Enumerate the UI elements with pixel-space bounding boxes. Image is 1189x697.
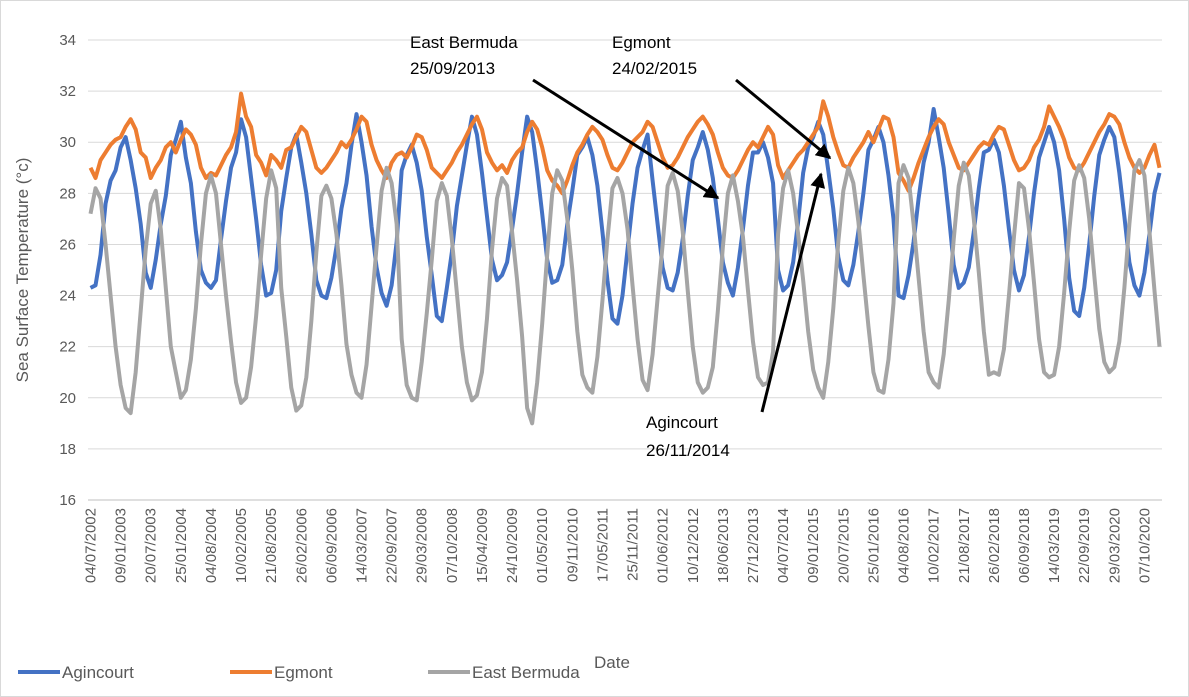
x-tick-label: 09/01/2015	[805, 508, 822, 583]
legend: Agincourt Egmont East Bermuda	[18, 663, 580, 682]
x-tick-label: 21/08/2017	[956, 508, 973, 583]
x-tick-label: 26/02/2006	[293, 508, 310, 583]
series-line	[88, 91, 1162, 196]
x-tick-label: 09/11/2010	[564, 508, 581, 582]
x-tick-label: 15/04/2009	[474, 508, 491, 583]
legend-label: Agincourt	[62, 663, 134, 682]
annotation: Agincourt 26/11/2014	[646, 172, 826, 460]
y-tick-label: 22	[59, 339, 76, 356]
x-tick-label: 27/12/2013	[745, 508, 762, 583]
plot-lines	[88, 91, 1162, 426]
axis-labels: 16 18 20 22 24 26 28 30 32 34 04/07/2002 09/01/2003…	[59, 32, 1153, 583]
x-tick-label: 10/02/2017	[926, 508, 943, 583]
legend-label: Egmont	[274, 663, 333, 682]
x-tick-label: 06/09/2018	[1016, 508, 1033, 583]
x-tick-label: 22/09/2007	[384, 508, 401, 583]
x-tick-label: 17/05/2011	[594, 508, 611, 582]
x-tick-label: 04/08/2016	[896, 508, 913, 583]
series-line	[89, 107, 1162, 326]
x-tick-label: 04/07/2014	[775, 508, 792, 583]
annotation-text: Agincourt	[646, 413, 718, 432]
annotation-text: 26/11/2014	[646, 441, 730, 460]
y-tick-label: 24	[59, 288, 76, 305]
x-tick-label: 22/09/2019	[1076, 508, 1093, 583]
annotation: Egmont 24/02/2015	[612, 33, 832, 160]
y-tick-label: 26	[59, 236, 76, 253]
x-tick-label: 29/03/2008	[414, 508, 431, 583]
annotation-text: 24/02/2015	[612, 59, 697, 78]
annotation-text: 25/09/2013	[410, 59, 495, 78]
y-tick-label: 32	[59, 83, 76, 100]
x-tick-label: 29/03/2020	[1106, 508, 1123, 583]
x-tick-label: 18/06/2013	[715, 508, 732, 583]
x-tick-label: 14/03/2007	[354, 508, 371, 583]
y-tick-label: 20	[59, 390, 76, 407]
annotation-arrow	[735, 78, 832, 160]
x-tick-label: 21/08/2005	[263, 508, 280, 583]
x-tick-label: 10/12/2012	[685, 508, 702, 583]
x-tick-label: 10/02/2005	[233, 508, 250, 583]
y-tick-label: 34	[59, 32, 76, 49]
x-tick-label: 25/01/2004	[173, 508, 190, 583]
x-tick-label: 04/07/2002	[83, 508, 100, 583]
y-tick-label: 30	[59, 134, 76, 151]
x-tick-label: 01/06/2012	[655, 508, 672, 583]
annotation-arrow	[760, 172, 826, 413]
series-line	[88, 158, 1162, 426]
annotation-arrow	[532, 78, 720, 200]
x-tick-label: 25/01/2016	[865, 508, 882, 583]
annotation-text: East Bermuda	[410, 33, 518, 52]
x-tick-label: 09/01/2003	[113, 508, 130, 583]
annotation: East Bermuda 25/09/2013	[410, 33, 720, 200]
x-tick-label: 07/10/2020	[1136, 508, 1153, 583]
x-tick-label: 20/07/2003	[143, 508, 160, 583]
x-tick-label: 24/10/2009	[504, 508, 521, 583]
y-tick-label: 18	[59, 441, 76, 458]
x-axis-title: Date	[594, 653, 630, 672]
y-tick-label: 28	[59, 185, 76, 202]
legend-label: East Bermuda	[472, 663, 580, 682]
x-tick-label: 26/02/2018	[986, 508, 1003, 583]
annotation-text: Egmont	[612, 33, 671, 52]
y-tick-label: 16	[59, 492, 76, 509]
x-tick-label: 14/03/2019	[1046, 508, 1063, 583]
x-tick-label: 20/07/2015	[835, 508, 852, 583]
x-tick-label: 07/10/2008	[444, 508, 461, 583]
x-tick-label: 01/05/2010	[534, 508, 551, 583]
x-tick-label: 25/11/2011	[625, 508, 642, 581]
x-tick-label: 06/09/2006	[323, 508, 340, 583]
x-tick-label: 04/08/2004	[203, 508, 220, 583]
y-axis-title: Sea Surface Temperature (°c)	[13, 158, 32, 383]
